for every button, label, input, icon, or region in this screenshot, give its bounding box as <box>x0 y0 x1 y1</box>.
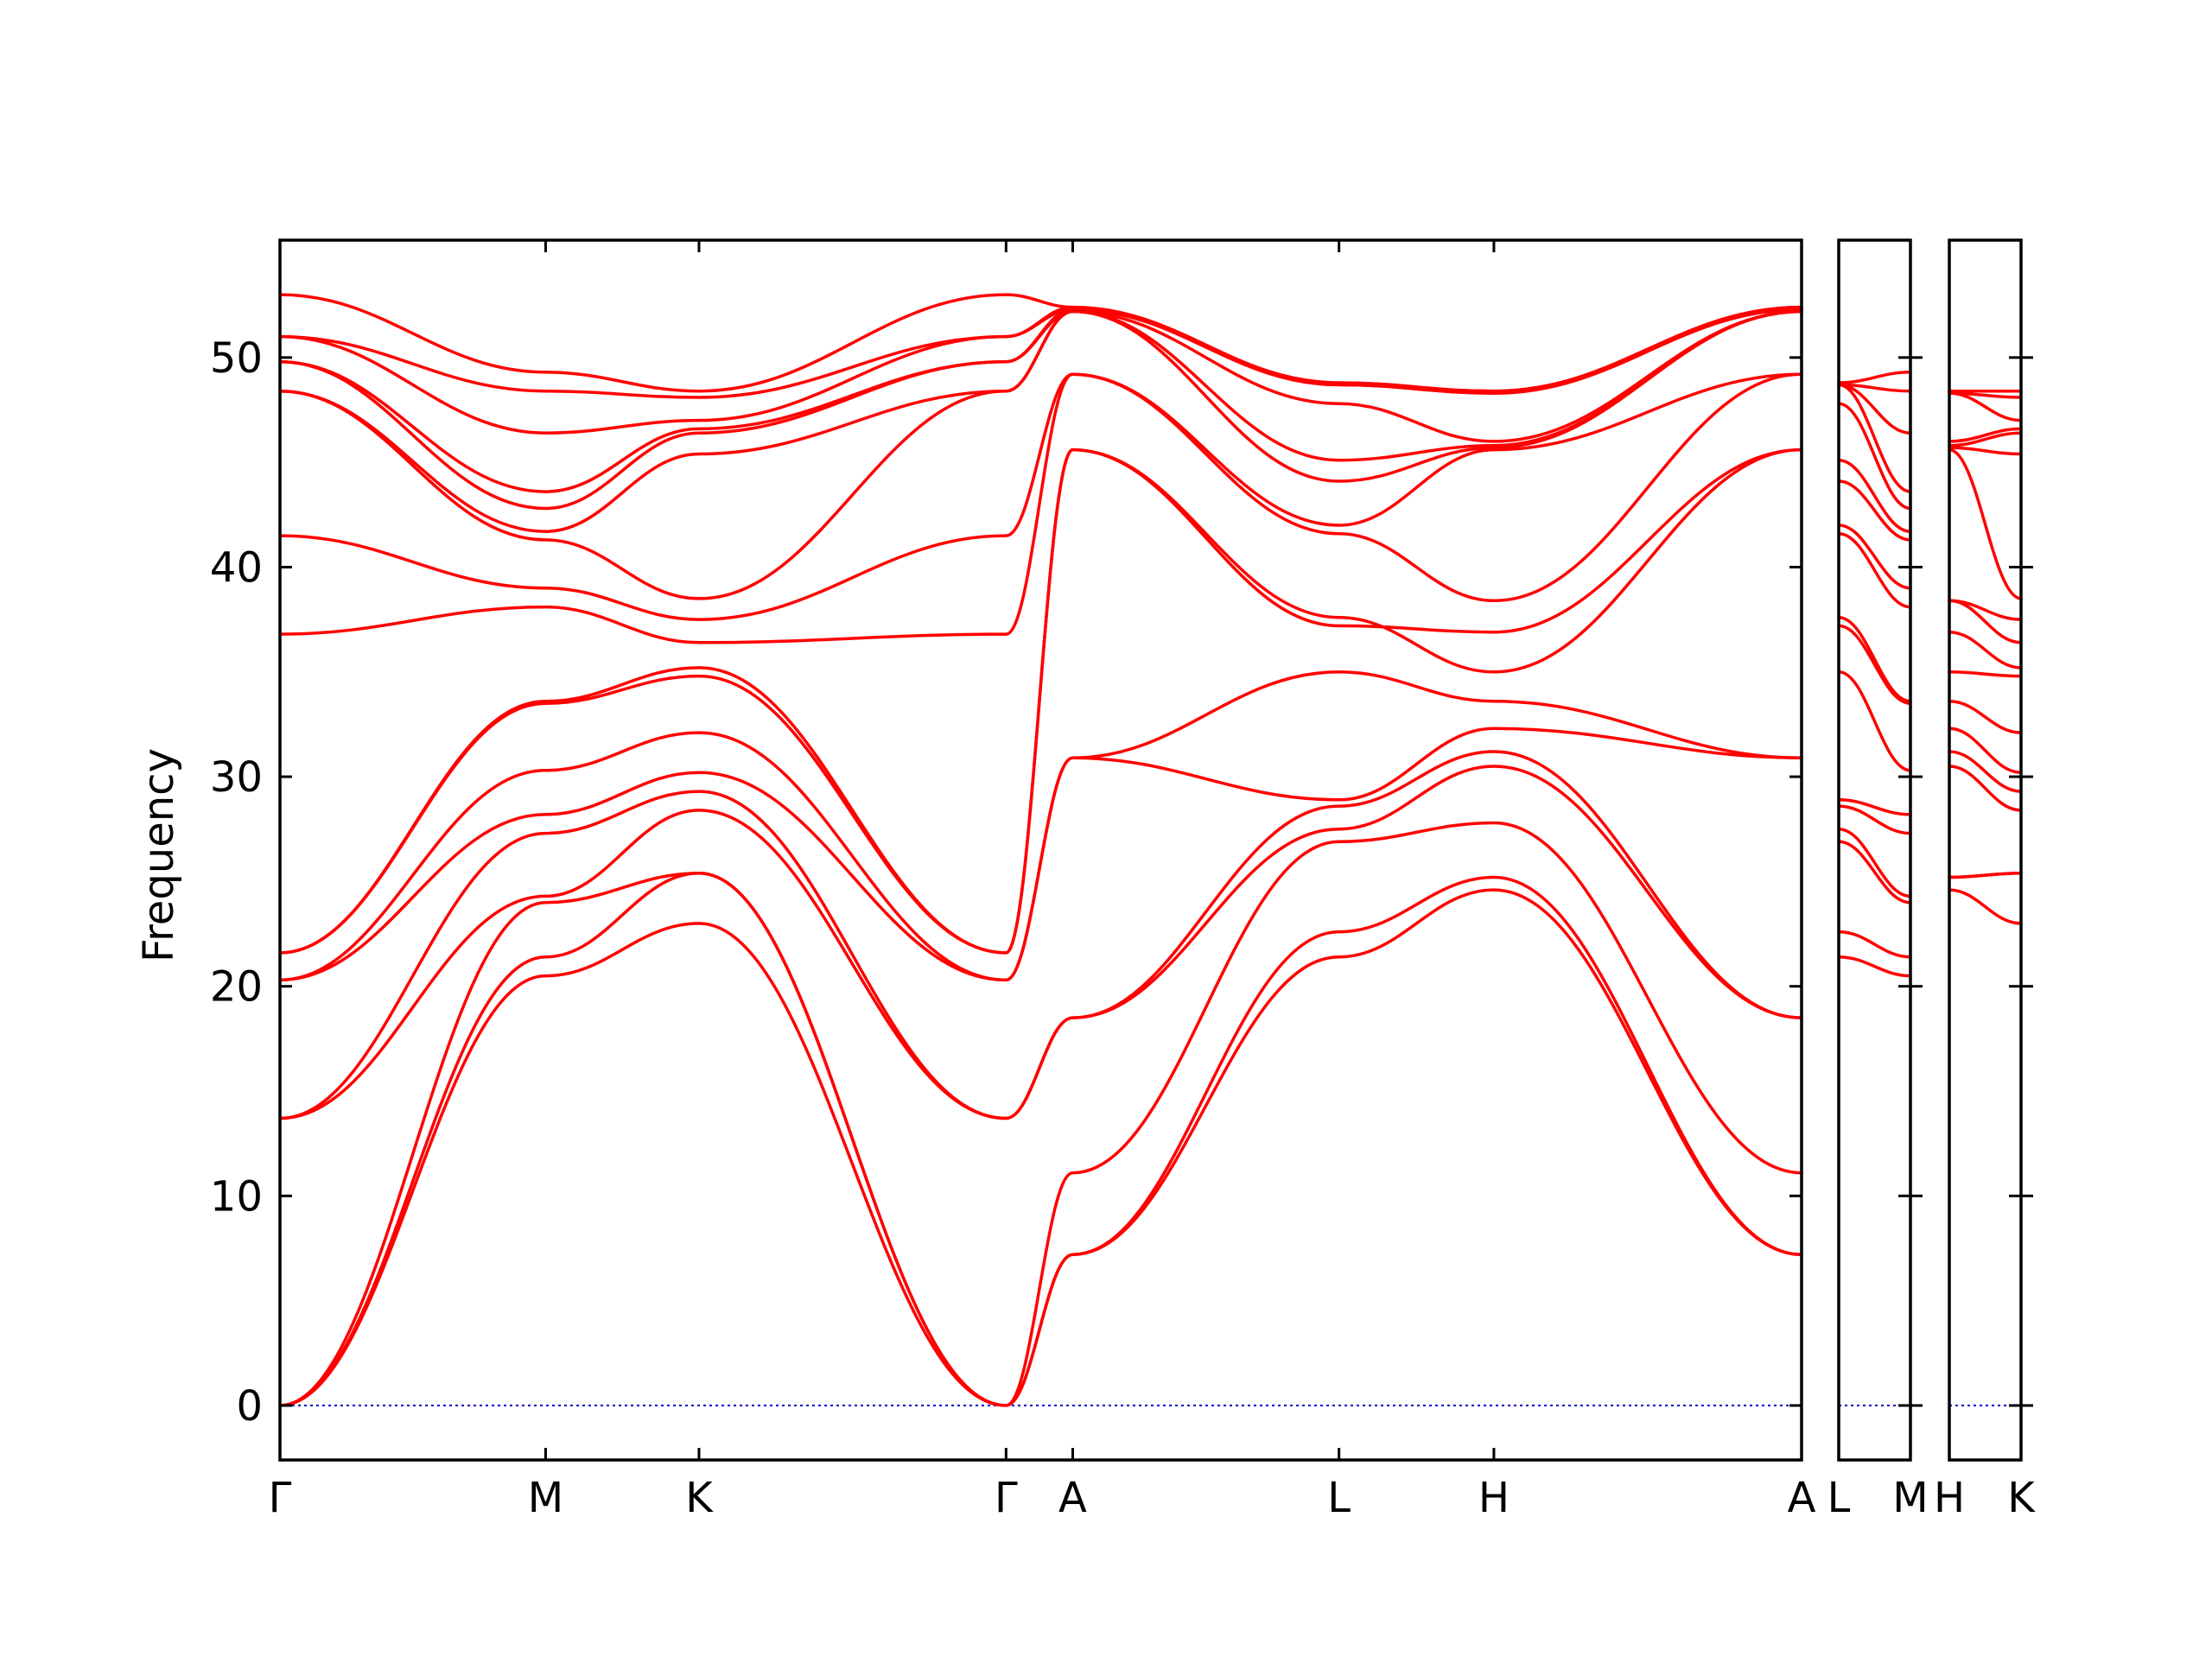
phonon-band-10 <box>1837 531 1912 609</box>
phonon-band-11 <box>1948 599 2023 621</box>
y-tick-label: 10 <box>210 1172 263 1221</box>
phonon-band-16 <box>1837 383 1912 435</box>
phonon-band-2 <box>278 871 1803 1407</box>
x-tick-label: M <box>1892 1474 1928 1522</box>
x-tick-label: H <box>1478 1474 1510 1522</box>
x-tick-label: L <box>1827 1474 1851 1522</box>
phonon-band-4 <box>1837 827 1912 898</box>
phonon-band-14 <box>1948 431 2023 447</box>
phonon-band-3 <box>278 821 1803 1407</box>
phonon-band-9 <box>278 447 1803 955</box>
phonon-band-5 <box>1948 750 2023 793</box>
phonon-band-13 <box>1837 458 1912 533</box>
phonon-band-8 <box>1948 670 2023 678</box>
y-tick-label: 20 <box>210 963 263 1012</box>
x-tick-label: K <box>2007 1474 2036 1522</box>
x-tick-label: K <box>685 1474 714 1522</box>
y-axis-title: Frequency <box>135 748 183 962</box>
phonon-band-1 <box>1948 888 2023 925</box>
phonon-band-1 <box>1837 955 1912 978</box>
phonon-band-6 <box>1948 727 2023 774</box>
phonon-band-13 <box>278 309 1803 533</box>
phonon-band-17 <box>1837 383 1912 393</box>
phonon-band-3 <box>1948 871 2023 879</box>
y-tick-label: 30 <box>210 753 263 802</box>
phonon-band-5 <box>278 750 1803 1120</box>
x-tick-label: L <box>1327 1474 1351 1522</box>
phonon-band-4 <box>1948 765 2023 812</box>
phonon-band-15 <box>1837 383 1912 493</box>
phonon-band-2 <box>1837 930 1912 959</box>
plot-frame <box>1837 238 1912 1462</box>
phonon-band-18 <box>278 293 1803 393</box>
y-tick-label: 40 <box>210 543 263 592</box>
phonon-band-16 <box>278 308 1803 435</box>
phonon-band-11 <box>1837 524 1912 590</box>
plot-frame <box>1948 238 2023 1462</box>
phonon-band-9 <box>1837 615 1912 703</box>
phonon-band-12 <box>1948 447 2023 600</box>
y-tick-label: 50 <box>210 334 263 383</box>
x-tick-label: Γ <box>269 1474 292 1522</box>
phonon-band-13 <box>1948 446 2023 456</box>
x-tick-label: Γ <box>995 1474 1018 1522</box>
phonon-band-10 <box>278 372 1803 644</box>
phonon-band-7 <box>1948 699 2023 734</box>
y-tick-label: 0 <box>236 1382 263 1431</box>
phonon-band-17 <box>278 305 1803 399</box>
phonon-band-11 <box>278 372 1803 621</box>
phonon-band-15 <box>1948 427 2023 443</box>
x-tick-label: A <box>1788 1474 1816 1522</box>
x-tick-label: M <box>528 1474 563 1522</box>
phonon-band-14 <box>278 309 1803 511</box>
phonon-band-12 <box>1837 479 1912 542</box>
phonon-band-9 <box>1948 630 2023 670</box>
phonon-band-17 <box>1948 391 2023 399</box>
phonon-band-6 <box>1837 798 1912 816</box>
phonon-band-14 <box>1837 402 1912 511</box>
plot-frame <box>278 238 1803 1462</box>
phonon-band-7 <box>278 670 1803 982</box>
x-tick-label: A <box>1058 1474 1087 1522</box>
x-tick-label: H <box>1934 1474 1965 1522</box>
phonon-band-10 <box>1948 599 2023 644</box>
phonon-band-8 <box>1837 624 1912 705</box>
phonon-band-7 <box>1837 670 1912 772</box>
phonon-band-3 <box>1837 840 1912 904</box>
phonon-band-18 <box>1837 371 1912 384</box>
phonon-band-5 <box>1837 804 1912 835</box>
